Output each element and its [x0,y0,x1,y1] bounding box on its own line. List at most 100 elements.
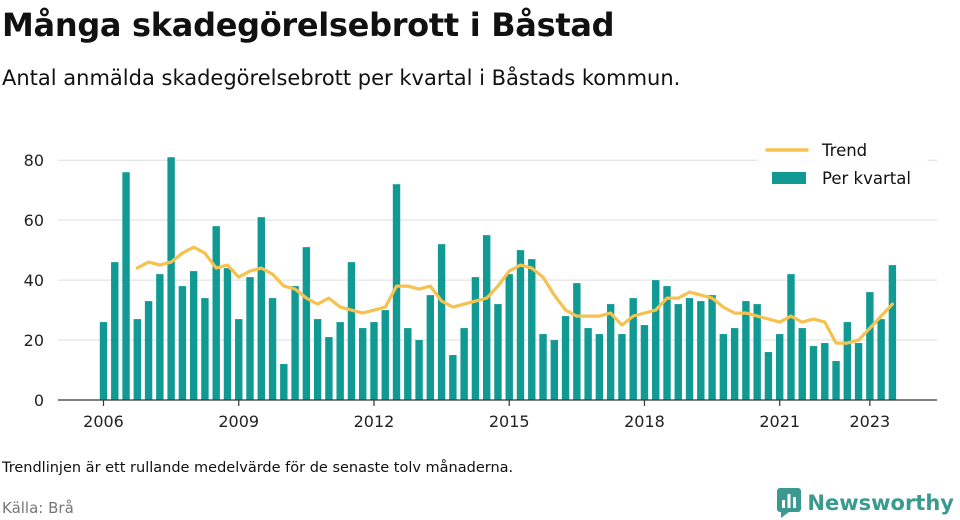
bar [685,298,694,400]
bar [753,304,761,400]
bar [415,340,423,400]
bar [877,319,885,400]
bar [392,184,401,400]
bar [629,298,637,400]
bar [404,328,412,400]
bar-series [99,157,897,400]
bar [189,271,198,400]
bar [584,328,592,400]
bar [201,298,209,400]
bar [652,280,660,400]
bar [866,292,874,400]
bar [257,217,265,400]
bar [235,319,243,400]
legend-trend-label: Trend [821,141,867,160]
bar [111,262,119,400]
bar [167,157,175,400]
bar [325,337,333,400]
bar [640,325,649,400]
y-tick-label: 0 [34,391,44,410]
chart-area: 0 20 40 60 80 2006 2009 2012 2015 2018 2021 2023 T… [24,138,937,431]
bar [246,277,254,400]
legend-bar-swatch [772,172,806,184]
footnote: Trendlinjen är ett rullande medelvärde f… [2,460,514,476]
bar [494,304,502,400]
bar [291,286,299,400]
y-tick-label: 40 [24,271,44,290]
bar [618,334,626,400]
brand-name[interactable]: Newsworthy [807,491,954,515]
bar [697,301,705,400]
x-tick-label: 2006 [83,412,124,431]
bar [606,304,615,400]
bar [302,247,311,400]
bar [370,322,378,400]
bar [539,334,547,400]
bar [437,244,446,400]
bar [268,298,277,400]
x-tick-label: 2015 [489,412,530,431]
bar [821,343,829,400]
bar [426,295,435,400]
bar [561,316,570,400]
bar [122,172,130,400]
trend-line [135,245,894,345]
x-tick-label: 2018 [624,412,665,431]
chart-subtitle: Antal anmälda skadegörelsebrott per kvar… [2,66,681,90]
legend-bar-label: Per kvartal [822,169,911,188]
bar [156,274,164,400]
bar [854,343,863,400]
bar [471,277,480,400]
bar [381,310,389,400]
y-tick-label: 20 [24,331,44,350]
legend: Trend Per kvartal [758,138,928,196]
x-axis-ticks: 2006 2009 2012 2015 2018 2021 2023 [83,400,890,431]
x-tick-label: 2023 [850,412,891,431]
bar [708,295,716,400]
bar [888,265,897,400]
legend-background [758,138,928,196]
bar [787,274,795,400]
bar [449,355,457,400]
bar [212,226,220,400]
bar [663,286,671,400]
bar [832,361,840,400]
bar [505,274,513,400]
brand[interactable]: Newsworthy [777,488,954,518]
bar [550,340,558,400]
bar [516,250,525,400]
bar [99,322,108,400]
bar [764,352,773,400]
bar [742,301,750,400]
bar [144,301,153,400]
bar [730,328,739,400]
bar [595,334,604,400]
source-label: Källa: Brå [2,499,74,517]
chart-title: Många skadegörelsebrott i Båstad [2,6,615,44]
bar [280,364,288,400]
bar [359,328,367,400]
bar [719,334,728,400]
y-tick-label: 60 [24,211,44,230]
bar [133,319,142,400]
bar [809,346,818,400]
bar [223,268,232,400]
newsworthy-logo-icon [777,488,802,518]
bar [674,304,682,400]
bar [313,319,322,400]
bar [336,322,344,400]
bar [460,328,468,400]
bar [798,328,806,400]
bar [482,235,491,400]
bar [843,322,852,400]
bar [347,262,356,400]
y-axis-ticks: 0 20 40 60 80 [24,151,44,410]
bar [776,334,784,400]
bar [178,286,187,400]
x-tick-label: 2021 [759,412,800,431]
bar [573,283,581,400]
x-tick-label: 2009 [218,412,259,431]
y-tick-label: 80 [24,151,44,170]
bar [528,259,536,400]
x-tick-label: 2012 [354,412,395,431]
